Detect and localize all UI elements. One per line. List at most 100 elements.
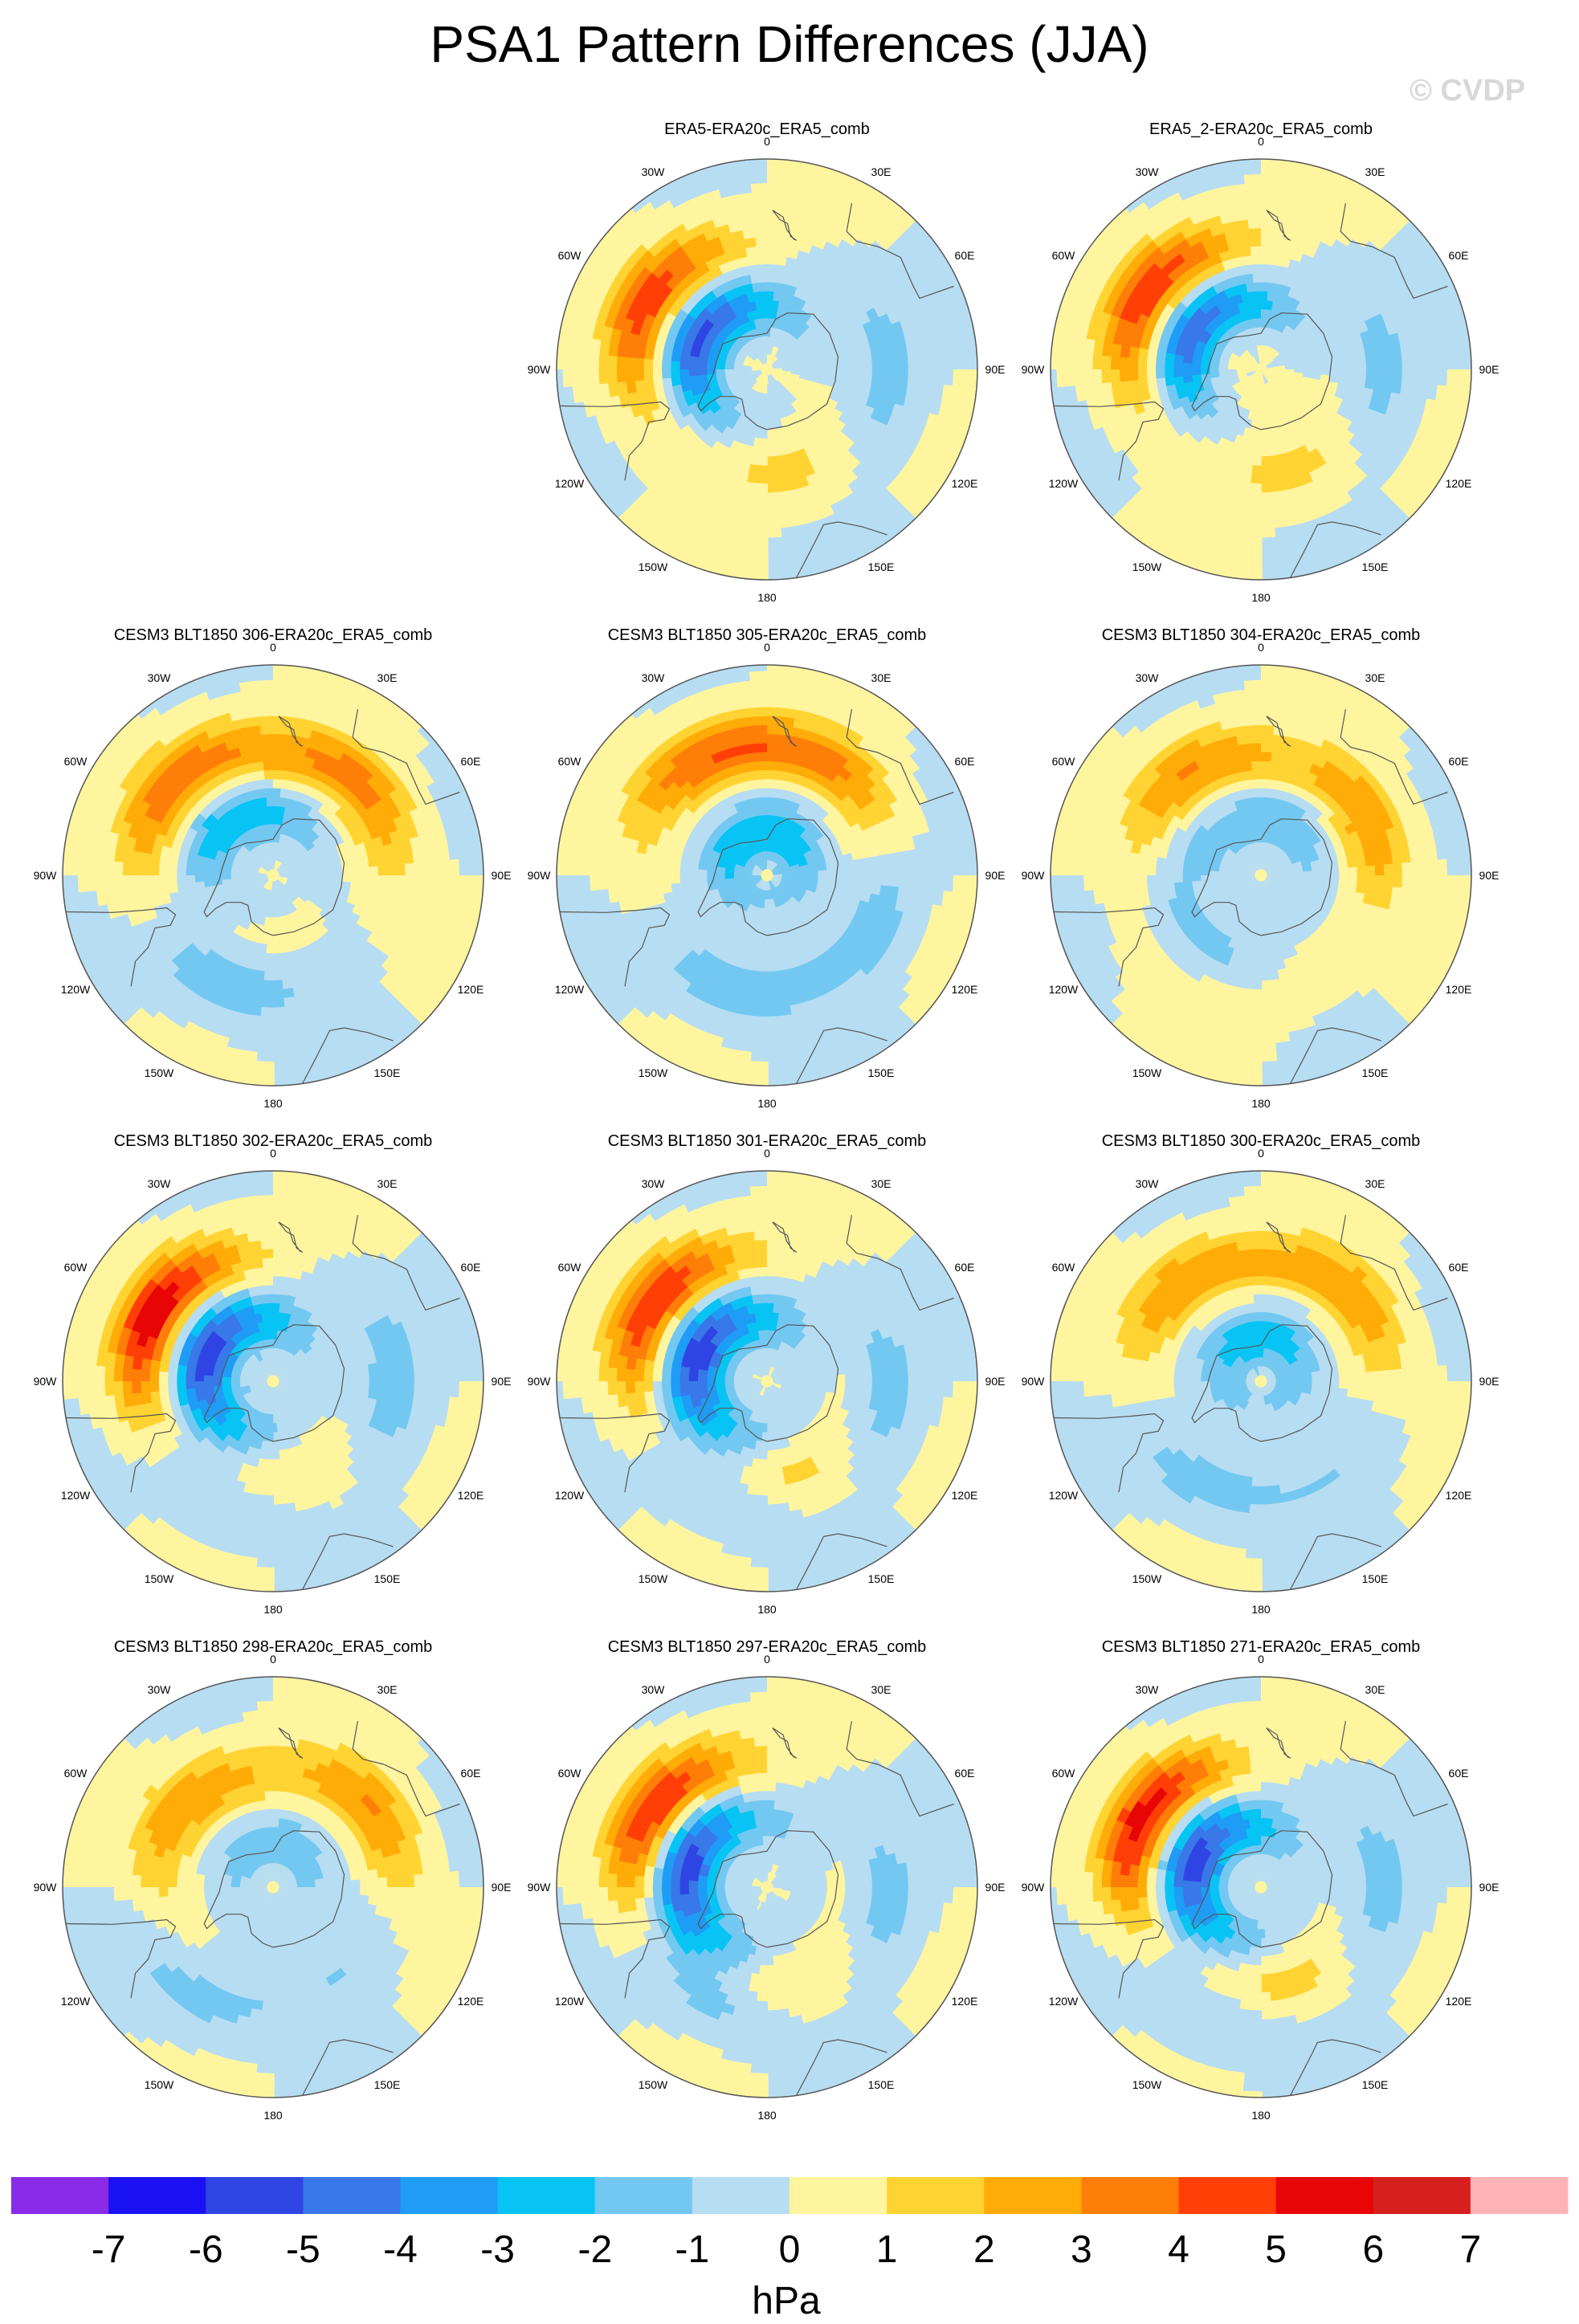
contour-cell [659,514,679,532]
contour-cell [1104,495,1124,516]
contour-cell [1193,505,1211,520]
contour-cell [1329,369,1340,377]
contour-cell [130,862,141,877]
contour-cell [395,874,406,887]
contour-cell [1397,266,1416,286]
contour-cell [645,215,666,234]
contour-cell [286,864,297,870]
contour-cell [275,832,281,843]
contour-cell [321,1002,338,1017]
contour-cell [366,1027,387,1046]
contour-cell [1074,267,1092,288]
contour-cell [1291,396,1301,406]
contour-cell [720,387,731,396]
contour-cell [1291,380,1302,388]
contour-cell [1091,369,1103,385]
contour-cell [121,736,141,757]
contour-cell [1302,333,1314,345]
contour-cell [724,405,735,417]
contour-cell [761,308,767,319]
contour-cell [799,365,810,369]
contour-cell [243,716,260,728]
contour-cell [1279,333,1289,345]
contour-cell [287,903,296,915]
contour-cell [769,402,775,413]
contour-cell [630,477,649,497]
contour-cell [761,317,767,328]
contour-cell [170,838,183,851]
contour-cell [731,341,742,351]
contour-cell [1252,355,1259,365]
contour-cell [671,384,683,396]
contour-cell [1129,283,1145,300]
contour-cell [291,853,301,862]
contour-cell [395,934,411,952]
contour-cell [250,881,260,888]
contour-cell [1278,312,1287,324]
contour-cell [1261,491,1274,503]
contour-cell [1446,350,1458,369]
contour-cell [1368,511,1389,531]
contour-cell [765,236,779,247]
contour-cell [780,375,790,382]
contour-cell [1276,264,1289,277]
contour-cell [605,243,625,264]
contour-cell [280,769,292,781]
contour-cell [249,742,263,755]
contour-cell [925,368,936,385]
contour-cell [1344,343,1357,355]
contour-cell [133,838,145,854]
contour-cell [773,446,783,458]
contour-cell [237,847,248,857]
contour-cell [1426,382,1439,401]
contour-cell [1259,344,1261,355]
contour-cell [1316,442,1330,457]
contour-cell [826,374,837,382]
contour-cell [741,508,756,520]
contour-cell [1128,519,1150,539]
contour-cell [273,1034,289,1045]
contour-cell [1261,438,1269,449]
contour-cell [1083,369,1094,386]
contour-cell [774,410,781,421]
contour-cell [1312,248,1328,263]
contour-cell [1406,279,1423,299]
contour-cell [755,392,761,402]
contour-cell [749,564,769,575]
contour-cell [1245,536,1263,548]
contour-cell [1116,433,1132,451]
contour-cell [1242,427,1251,438]
contour-cell [434,952,452,974]
contour-cell [1210,377,1221,384]
contour-cell [579,353,591,371]
contour-cell [606,476,626,497]
contour-cell [319,892,331,902]
contour-cell [772,371,782,377]
contour-cell [255,915,263,926]
contour-cell [1418,307,1434,326]
contour-cell [278,805,286,817]
contour-cell [808,333,820,345]
contour-cell [152,745,171,764]
contour-cell [213,884,224,892]
contour-cell [1259,236,1273,247]
contour-cell [251,816,260,828]
contour-cell [126,760,145,780]
contour-cell [317,896,329,906]
contour-cell [1373,347,1385,360]
contour-cell [263,916,270,928]
contour-cell [1286,305,1296,318]
contour-cell [1242,328,1250,340]
contour-cell [602,218,623,239]
contour-cell [1136,348,1149,361]
contour-cell [1295,389,1307,400]
contour-cell [742,499,757,512]
contour-cell [1245,381,1253,390]
contour-cell [1236,396,1245,407]
contour-cell [88,939,105,960]
contour-cell [760,354,765,365]
contour-cell [1269,400,1276,411]
contour-cell [1261,420,1267,430]
contour-cell [588,271,606,292]
